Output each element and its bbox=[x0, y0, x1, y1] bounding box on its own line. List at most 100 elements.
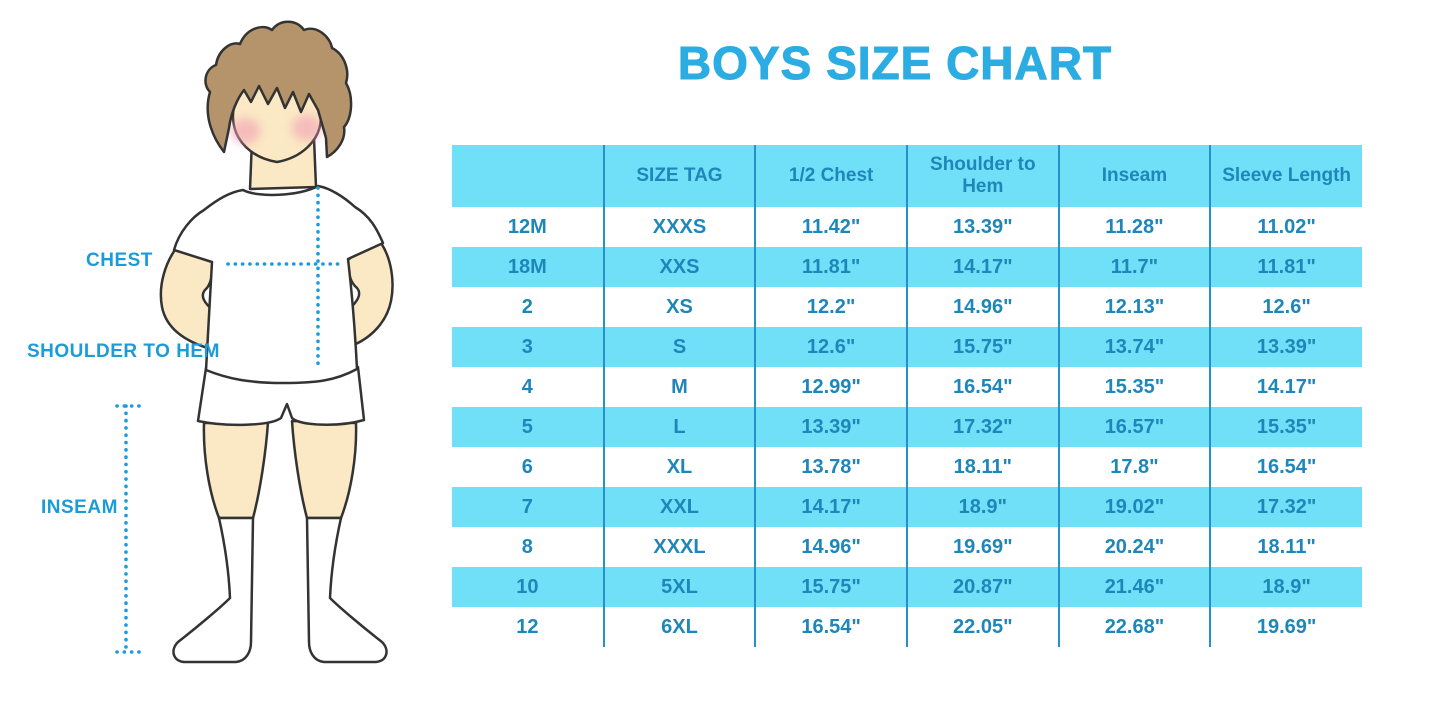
cell-half-chest: 11.81" bbox=[754, 247, 907, 287]
page-title: BOYS SIZE CHART bbox=[677, 37, 1113, 90]
cell-inseam: 13.74" bbox=[1057, 327, 1211, 367]
header-cell-sleeve-length: Sleeve Length bbox=[1209, 145, 1362, 207]
cell-size: 10 bbox=[516, 575, 539, 598]
left-arm bbox=[159, 245, 216, 351]
cell-inseam: 19.02" bbox=[1057, 487, 1211, 527]
cell-shoulder-to-hem: 17.32" bbox=[905, 407, 1059, 447]
cell-inseam: 16.57" bbox=[1057, 407, 1211, 447]
boy-measurement-figure: CHEST SHOULDER TO HEM INSEAM bbox=[0, 0, 450, 723]
cell-size: 18M bbox=[507, 255, 547, 278]
header-cell-inseam: Inseam bbox=[1057, 145, 1211, 207]
cell-shoulder-to-hem: 18.11" bbox=[905, 447, 1059, 487]
cell-inseam: 15.35" bbox=[1057, 367, 1211, 407]
header-row: SIZE TAG 1/2 Chest Shoulder to Hem Insea… bbox=[452, 145, 1362, 207]
cell-half-chest: 13.39" bbox=[754, 407, 907, 447]
table-row: 8 XXXL 14.96" 19.69" 20.24" 18.11" bbox=[452, 527, 1362, 567]
shoulder-to-hem-label: SHOULDER TO HEM bbox=[27, 341, 220, 362]
header-cell-size-tag: SIZE TAG bbox=[602, 145, 756, 207]
cell-inseam: 22.68" bbox=[1057, 607, 1211, 647]
cell-half-chest: 16.54" bbox=[754, 607, 907, 647]
cell-half-chest: 12.99" bbox=[754, 367, 907, 407]
cell-size: 8 bbox=[521, 535, 533, 558]
cell-half-chest: 12.6" bbox=[754, 327, 907, 367]
cell-sleeve-length: 15.35" bbox=[1209, 407, 1362, 447]
boy-illustration bbox=[115, 20, 394, 664]
cell-size-tag: XXS bbox=[602, 247, 756, 287]
cell-half-chest: 15.75" bbox=[754, 567, 907, 607]
hair-shape bbox=[204, 20, 353, 159]
table-row: 3 S 12.6" 15.75" 13.74" 13.39" bbox=[452, 327, 1362, 367]
cell-size-tag: XL bbox=[602, 447, 756, 487]
table-body: 12M XXXS 11.42" 13.39" 11.28" 11.02" 18M… bbox=[452, 207, 1362, 647]
inseam-label: INSEAM bbox=[41, 497, 118, 518]
cell-shoulder-to-hem: 14.96" bbox=[905, 287, 1059, 327]
cell-size: 12M bbox=[507, 215, 547, 238]
cell-shoulder-to-hem: 13.39" bbox=[905, 207, 1059, 247]
header-cell-size bbox=[452, 145, 604, 207]
table-row: 12 6XL 16.54" 22.05" 22.68" 19.69" bbox=[452, 607, 1362, 647]
cell-size: 6 bbox=[521, 455, 533, 478]
cell-inseam: 17.8" bbox=[1057, 447, 1211, 487]
cell-size: 3 bbox=[521, 335, 533, 358]
cell-size-tag: XXXS bbox=[602, 207, 756, 247]
cell-size-tag: 5XL bbox=[602, 567, 756, 607]
cell-sleeve-length: 17.32" bbox=[1209, 487, 1362, 527]
cell-size-tag: S bbox=[602, 327, 756, 367]
cell-size: 4 bbox=[521, 375, 533, 398]
header-cell-shoulder-to-hem: Shoulder to Hem bbox=[905, 145, 1059, 207]
cell-inseam: 12.13" bbox=[1057, 287, 1211, 327]
tshirt-shape bbox=[172, 184, 385, 385]
cell-sleeve-length: 18.9" bbox=[1209, 567, 1362, 607]
cell-sleeve-length: 14.17" bbox=[1209, 367, 1362, 407]
table-row: 7 XXL 14.17" 18.9" 19.02" 17.32" bbox=[452, 487, 1362, 527]
cell-half-chest: 14.96" bbox=[754, 527, 907, 567]
left-sock bbox=[172, 516, 255, 664]
chest-label: CHEST bbox=[86, 250, 153, 271]
table-row: 10 5XL 15.75" 20.87" 21.46" 18.9" bbox=[452, 567, 1362, 607]
right-leg bbox=[290, 419, 358, 520]
cell-half-chest: 11.42" bbox=[754, 207, 907, 247]
cell-size: 5 bbox=[521, 415, 533, 438]
cell-sleeve-length: 11.02" bbox=[1209, 207, 1362, 247]
cell-inseam: 21.46" bbox=[1057, 567, 1211, 607]
cell-half-chest: 12.2" bbox=[754, 287, 907, 327]
table-row: 18M XXS 11.81" 14.17" 11.7" 11.81" bbox=[452, 247, 1362, 287]
cell-shoulder-to-hem: 19.69" bbox=[905, 527, 1059, 567]
cell-size-tag: L bbox=[602, 407, 756, 447]
cell-shoulder-to-hem: 18.9" bbox=[905, 487, 1059, 527]
cell-sleeve-length: 13.39" bbox=[1209, 327, 1362, 367]
size-chart-table: SIZE TAG 1/2 Chest Shoulder to Hem Insea… bbox=[452, 145, 1362, 647]
header-cell-half-chest: 1/2 Chest bbox=[754, 145, 907, 207]
cell-sleeve-length: 18.11" bbox=[1209, 527, 1362, 567]
cell-size: 2 bbox=[521, 295, 533, 318]
cell-inseam: 11.7" bbox=[1057, 247, 1211, 287]
table-row: 4 M 12.99" 16.54" 15.35" 14.17" bbox=[452, 367, 1362, 407]
cell-size-tag: XS bbox=[602, 287, 756, 327]
right-sock bbox=[305, 516, 388, 664]
table-row: 12M XXXS 11.42" 13.39" 11.28" 11.02" bbox=[452, 207, 1362, 247]
cell-half-chest: 14.17" bbox=[754, 487, 907, 527]
cell-sleeve-length: 12.6" bbox=[1209, 287, 1362, 327]
cell-size-tag: M bbox=[602, 367, 756, 407]
cell-size-tag: XXXL bbox=[602, 527, 756, 567]
cell-sleeve-length: 19.69" bbox=[1209, 607, 1362, 647]
table-row: 5 L 13.39" 17.32" 16.57" 15.35" bbox=[452, 407, 1362, 447]
cell-size: 7 bbox=[521, 495, 533, 518]
right-blush bbox=[292, 115, 322, 141]
cell-size-tag: XXL bbox=[602, 487, 756, 527]
cell-size-tag: 6XL bbox=[602, 607, 756, 647]
cell-sleeve-length: 16.54" bbox=[1209, 447, 1362, 487]
cell-shoulder-to-hem: 14.17" bbox=[905, 247, 1059, 287]
left-blush bbox=[230, 118, 260, 144]
left-leg bbox=[202, 420, 270, 520]
cell-half-chest: 13.78" bbox=[754, 447, 907, 487]
table-header: SIZE TAG 1/2 Chest Shoulder to Hem Insea… bbox=[452, 145, 1362, 207]
table-row: 6 XL 13.78" 18.11" 17.8" 16.54" bbox=[452, 447, 1362, 487]
cell-inseam: 20.24" bbox=[1057, 527, 1211, 567]
cell-shoulder-to-hem: 20.87" bbox=[905, 567, 1059, 607]
cell-size: 12 bbox=[516, 615, 539, 638]
cell-shoulder-to-hem: 22.05" bbox=[905, 607, 1059, 647]
cell-sleeve-length: 11.81" bbox=[1209, 247, 1362, 287]
table-row: 2 XS 12.2" 14.96" 12.13" 12.6" bbox=[452, 287, 1362, 327]
